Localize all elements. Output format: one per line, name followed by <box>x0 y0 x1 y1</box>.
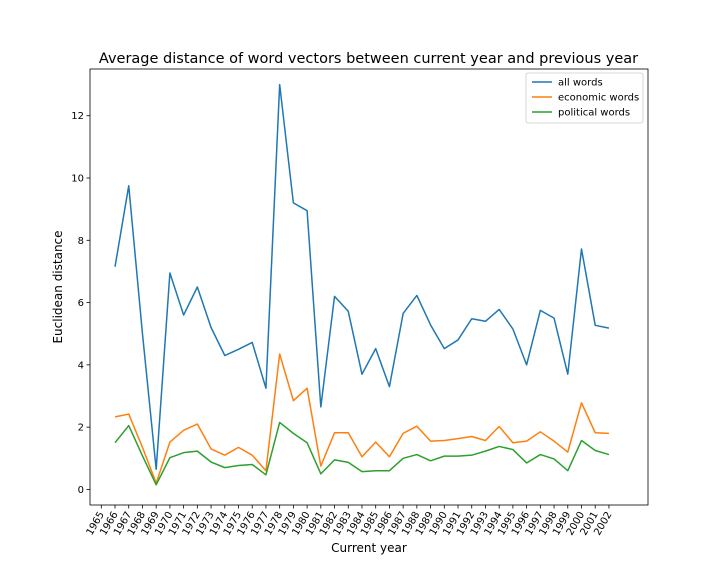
plot-area <box>89 68 649 506</box>
y-axis: 0 2 4 6 8 10 12 <box>71 111 90 496</box>
legend-box <box>525 72 644 124</box>
series-line-0 <box>114 83 610 470</box>
y-tick-label: 6 <box>78 298 84 309</box>
y-tick-label: 0 <box>78 485 84 496</box>
legend: all words economic words political words <box>525 72 644 124</box>
y-tick-label: 8 <box>78 236 84 247</box>
chart-title: Average distance of word vectors between… <box>99 51 638 67</box>
series-group <box>114 83 610 486</box>
series-line-2 <box>114 421 610 486</box>
legend-label: economic words <box>558 93 639 104</box>
series-line-1 <box>114 353 609 484</box>
x-axis: 1965196619671968196919701971197219731974… <box>85 505 615 538</box>
legend-label: political words <box>558 108 630 119</box>
y-tick-label: 4 <box>78 360 84 371</box>
y-axis-label: Euclidean distance <box>51 230 65 343</box>
legend-label: all words <box>558 78 603 89</box>
x-axis-label: Current year <box>331 541 407 555</box>
y-tick-label: 2 <box>78 423 84 434</box>
y-tick-label: 12 <box>71 111 84 122</box>
y-tick-label: 10 <box>71 174 84 185</box>
